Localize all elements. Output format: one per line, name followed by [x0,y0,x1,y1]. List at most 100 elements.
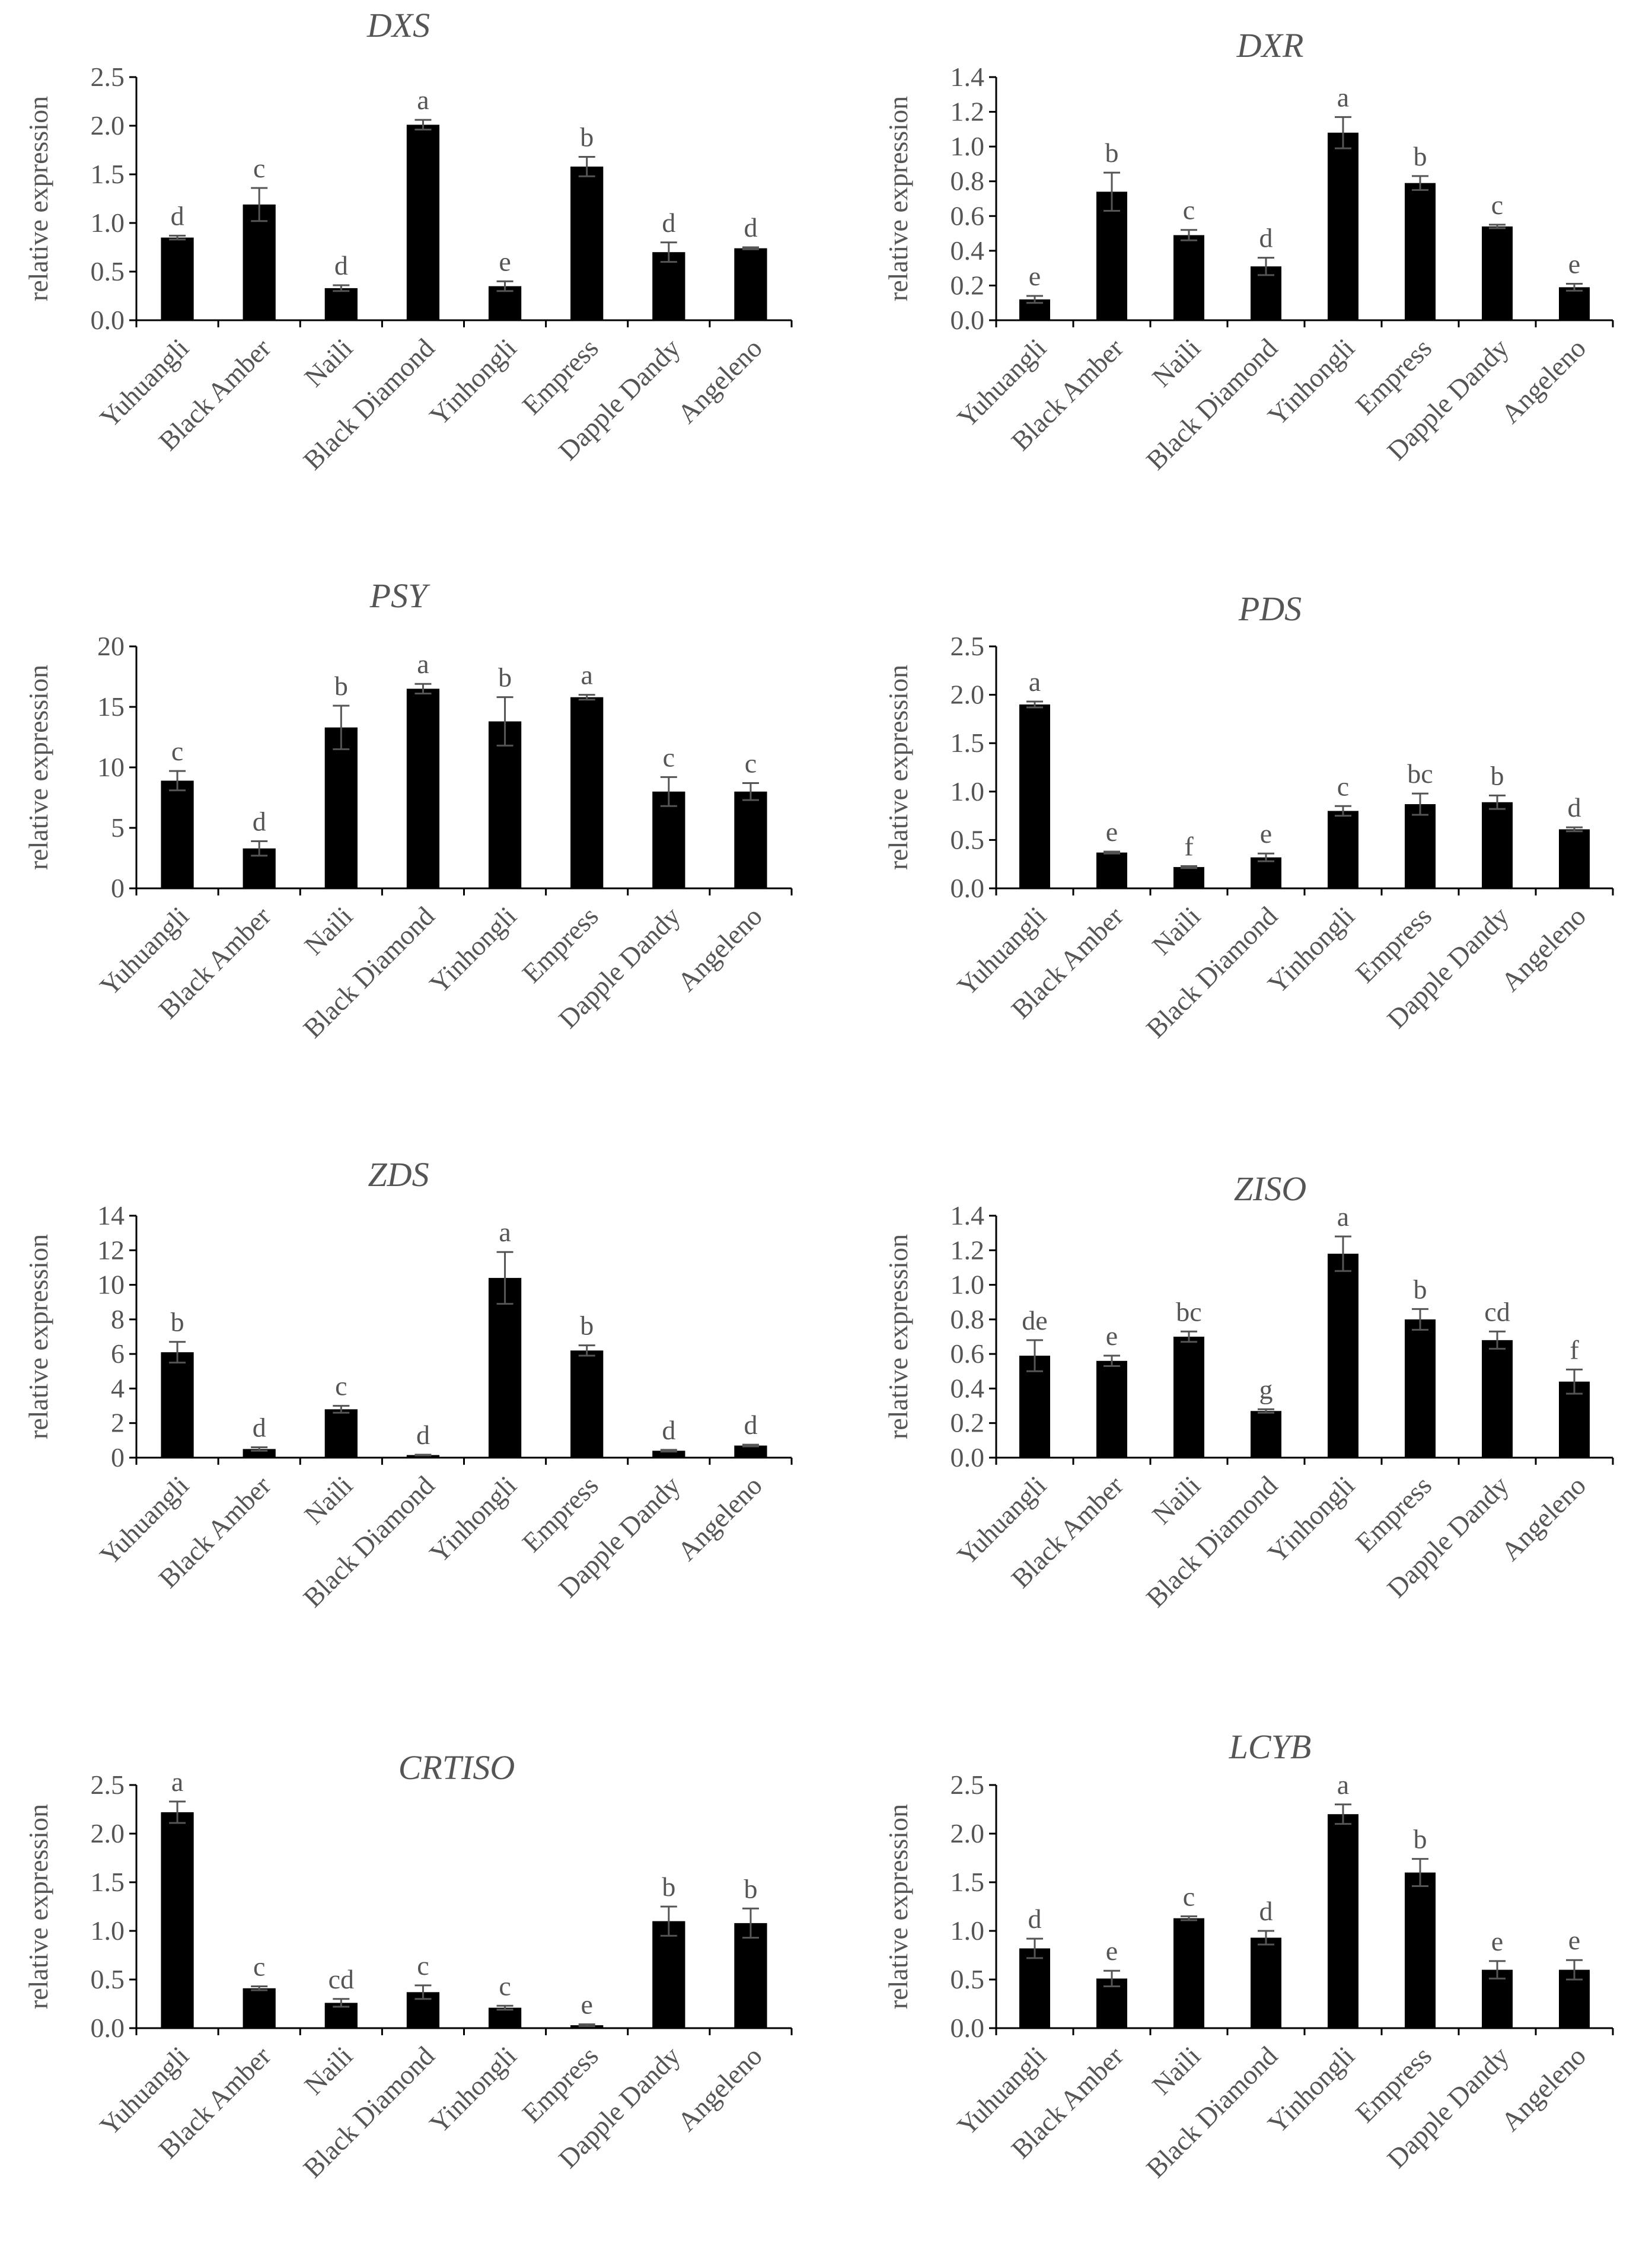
significance-label: b [580,1311,594,1341]
y-tick-label: 2.0 [91,1818,125,1848]
x-tick-label: Angeleno [671,1470,768,1567]
chart-title: LCYB [1229,1727,1312,1766]
chart-title: PDS [1238,589,1302,628]
bar [1173,1337,1204,1458]
y-axis-label: relative expression [883,96,913,301]
significance-label: g [1259,1374,1273,1404]
bar [1482,226,1513,320]
bar [324,288,358,320]
bar [1482,1340,1513,1458]
bar [1019,704,1050,888]
bar [1482,1969,1513,2028]
y-tick-label: 0.0 [951,305,985,335]
bar [1251,1411,1281,1458]
bar [406,125,440,321]
bar [570,1350,604,1458]
bar [161,780,194,888]
y-tick-label: 1.0 [91,1915,125,1946]
significance-label: b [498,662,512,693]
significance-label: b [744,1873,757,1904]
y-tick-label: 1.5 [91,159,125,189]
x-tick-label: Naili [1146,901,1206,961]
bar [652,252,685,320]
significance-label: d [744,1410,757,1440]
x-tick-label: Angeleno [1495,2041,1592,2137]
y-axis-label: relative expression [23,665,53,870]
chart-title: CRTISO [398,1748,515,1787]
y-tick-label: 1.0 [951,1915,985,1946]
bar [1405,1319,1436,1458]
chart-title: DXS [366,6,430,44]
y-tick-label: 12 [97,1235,125,1265]
y-tick-label: 0.4 [951,235,985,266]
significance-label: c [253,153,265,183]
x-tick-label: Yinhongli [423,1470,522,1569]
significance-label: b [1414,1274,1427,1304]
significance-label: d [1259,1896,1273,1926]
bar [1019,1356,1050,1458]
chart-title: DXR [1236,26,1304,65]
significance-label: a [1337,1201,1349,1232]
bar [652,791,685,888]
significance-label: e [1106,1321,1118,1351]
y-tick-label: 0.5 [951,824,985,855]
significance-label: e [581,1989,592,2019]
y-tick-label: 0.0 [951,2013,985,2043]
y-tick-label: 20 [97,631,125,661]
chart-dxs: DXS relative expression 0.0 0.5 1.0 1.5 2.0 2.5… [23,6,793,476]
y-tick-label: 0.8 [951,1304,985,1334]
y-axis-label: relative expression [883,1234,913,1439]
y-tick-label: 2.5 [951,1770,985,1800]
y-axis-label: relative expression [23,1234,53,1439]
significance-label: e [1491,1926,1503,1956]
significance-label: d [744,212,757,243]
y-tick-label: 0.5 [91,1964,125,1994]
bar [1328,132,1358,320]
y-tick-label: 4 [111,1373,125,1403]
y-tick-label: 0.4 [951,1373,985,1403]
bar [406,1455,440,1458]
y-tick-label: 10 [97,1270,125,1300]
x-tick-label: Naili [298,901,358,961]
bar [734,1923,767,2028]
y-tick-label: 15 [97,691,125,722]
y-tick-label: 1.4 [951,1200,985,1231]
x-tick-label: Yinhongli [423,333,522,431]
significance-label: a [1337,82,1349,112]
bar [1328,1814,1358,2028]
bar [1019,1948,1050,2028]
chart-title: PSY [369,576,430,615]
bar [1559,829,1590,888]
significance-label: de [1022,1305,1047,1335]
significance-label: e [1029,261,1041,291]
significance-label: a [499,1217,511,1247]
x-tick-label: Black Diamond [1140,2041,1283,2184]
bar [652,1451,685,1458]
y-tick-label: 0.0 [951,1442,985,1472]
significance-label: c [1183,195,1195,225]
y-tick-label: 5 [111,812,125,843]
significance-label: e [1568,249,1580,279]
y-tick-label: 2.0 [91,110,125,141]
y-tick-label: 2.5 [91,62,125,92]
significance-label: bc [1176,1296,1201,1327]
y-tick-label: 0.0 [91,305,125,335]
chart-lcyb: LCYB relative expression 0.0 0.5 1.0 1.5 2.0 2.… [883,1727,1614,2184]
chart-pds: PDS relative expression 0.0 0.5 1.0 1.5 2.0 2.5… [883,589,1614,1044]
y-tick-label: 1.2 [951,1235,985,1265]
significance-label: b [1491,760,1504,791]
x-tick-label: Black Diamond [1140,901,1283,1044]
y-tick-label: 1.0 [951,131,985,161]
x-tick-label: Naili [298,333,358,393]
significance-label: b [334,671,348,701]
bar [734,1445,767,1458]
bar [243,1988,276,2028]
bar [1328,811,1358,888]
significance-label: b [171,1307,184,1337]
significance-label: c [171,736,183,766]
y-tick-label: 1.0 [951,776,985,807]
x-tick-label: Angeleno [1495,901,1592,997]
bar [488,721,522,888]
